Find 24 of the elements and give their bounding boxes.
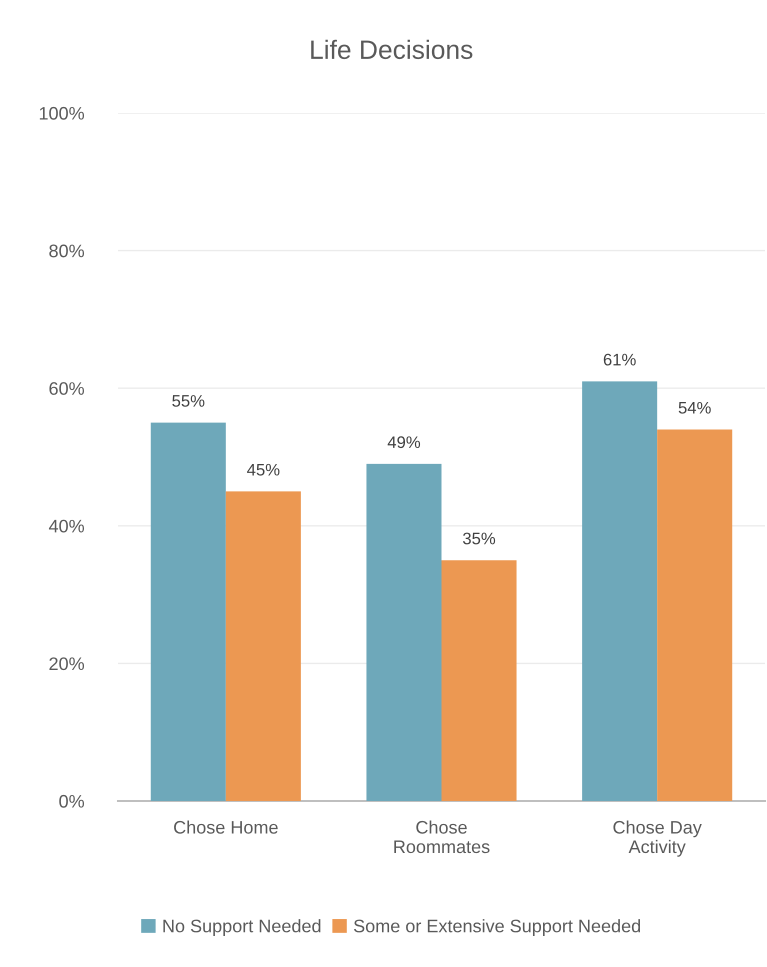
y-tick-label: 20% [49, 657, 84, 670]
bar [582, 381, 658, 801]
x-tick-label: Chose Day Activity [613, 820, 702, 857]
y-tick-label: 100% [40, 106, 84, 120]
x-tick-label: Chose Roommates [394, 820, 490, 854]
x-tick-label: Chose Home [174, 820, 278, 834]
data-label: 35% [462, 532, 496, 544]
y-tick-label: 40% [48, 520, 84, 533]
legend-label: No Support Needed [163, 919, 320, 936]
legend-label: Some or Extensive Support Needed [354, 919, 640, 936]
data-label: 54% [678, 402, 711, 414]
y-tick-label: 60% [49, 382, 84, 395]
bar [657, 429, 732, 801]
bar [442, 560, 517, 801]
data-label: 45% [247, 464, 280, 476]
data-label: 61% [604, 354, 636, 366]
bar [226, 491, 301, 801]
bar [150, 422, 226, 801]
data-label: 55% [172, 395, 204, 407]
chart-title: Life Decisions [311, 40, 472, 60]
y-tick-label: 0% [59, 794, 84, 808]
data-label: 49% [388, 436, 420, 448]
bar [366, 464, 442, 801]
y-tick-label: 80% [49, 244, 84, 258]
